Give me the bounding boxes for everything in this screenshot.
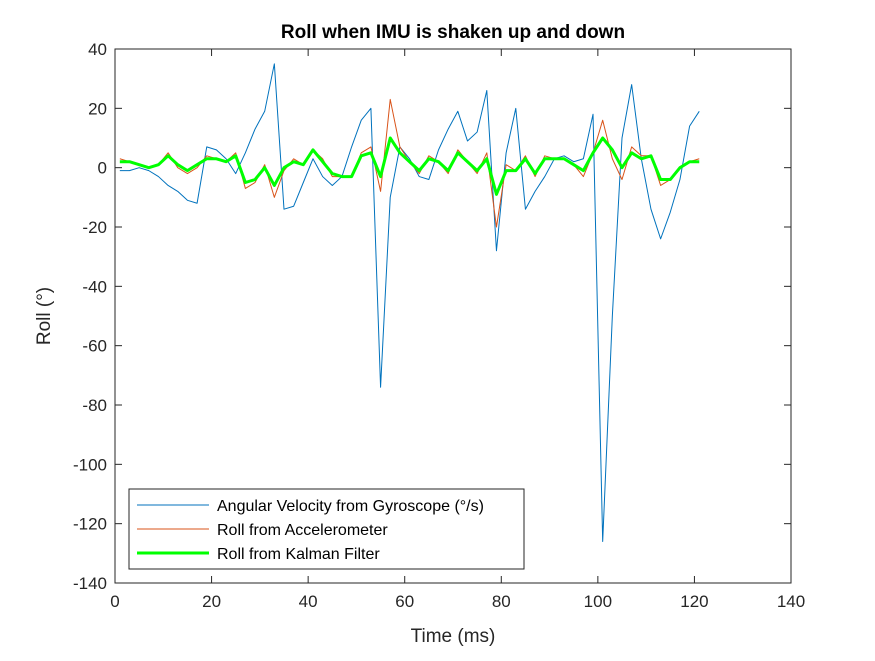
series-line [119,136,700,196]
y-tick-label: -80 [82,396,107,415]
y-tick-label: -140 [73,574,107,593]
legend-label: Roll from Accelerometer [217,522,388,539]
y-tick-label: -60 [82,337,107,356]
x-tick-label: 40 [299,592,318,611]
y-tick-label: 0 [98,159,107,178]
legend-label: Angular Velocity from Gyroscope (°/s) [217,498,484,515]
series-line [119,63,700,542]
x-tick-label: 0 [110,592,119,611]
y-tick-label: -20 [82,218,107,237]
y-tick-label: -40 [82,277,107,296]
y-axis-label: Roll (°) [34,287,55,345]
legend-label: Roll from Kalman Filter [217,546,380,563]
chart-title: Roll when IMU is shaken up and down [281,22,625,43]
x-tick-label: 120 [680,592,708,611]
y-tick-label: -100 [73,455,107,474]
x-tick-label: 20 [202,592,221,611]
x-tick-label: 100 [584,592,612,611]
y-tick-label: 40 [88,40,107,59]
x-tick-label: 60 [395,592,414,611]
y-tick-label: 20 [88,99,107,118]
x-axis-label: Time (ms) [411,626,496,647]
x-tick-label: 80 [492,592,511,611]
x-tick-label: 140 [777,592,805,611]
y-tick-label: -120 [73,515,107,534]
